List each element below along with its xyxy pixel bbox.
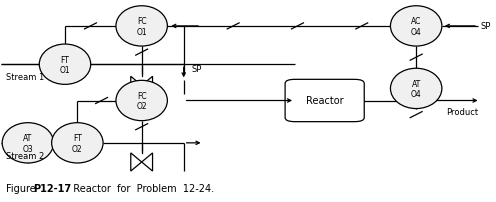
Text: Stream 2: Stream 2 bbox=[5, 151, 44, 160]
Ellipse shape bbox=[2, 123, 54, 163]
Ellipse shape bbox=[116, 7, 167, 47]
Text: FT
O2: FT O2 bbox=[72, 134, 83, 153]
Text: Reactor  for  Problem  12-24.: Reactor for Problem 12-24. bbox=[67, 183, 215, 193]
Text: Product: Product bbox=[446, 107, 478, 116]
Text: P12-17: P12-17 bbox=[33, 183, 71, 193]
Text: AT
O4: AT O4 bbox=[411, 79, 422, 99]
Text: Reactor: Reactor bbox=[306, 96, 343, 106]
Ellipse shape bbox=[390, 69, 442, 109]
Text: FT
O1: FT O1 bbox=[60, 55, 70, 75]
Text: Stream 1: Stream 1 bbox=[5, 73, 44, 82]
FancyBboxPatch shape bbox=[285, 80, 364, 122]
Text: Figure: Figure bbox=[5, 183, 39, 193]
Text: FC
O2: FC O2 bbox=[136, 91, 147, 111]
Ellipse shape bbox=[116, 81, 167, 121]
Ellipse shape bbox=[39, 45, 91, 85]
Ellipse shape bbox=[390, 7, 442, 47]
Ellipse shape bbox=[52, 123, 103, 163]
Text: SP: SP bbox=[481, 22, 491, 31]
Text: FC
O1: FC O1 bbox=[136, 17, 147, 36]
Text: SP: SP bbox=[191, 64, 201, 73]
Text: AC
O4: AC O4 bbox=[411, 17, 422, 36]
Text: AT
O3: AT O3 bbox=[22, 134, 33, 153]
